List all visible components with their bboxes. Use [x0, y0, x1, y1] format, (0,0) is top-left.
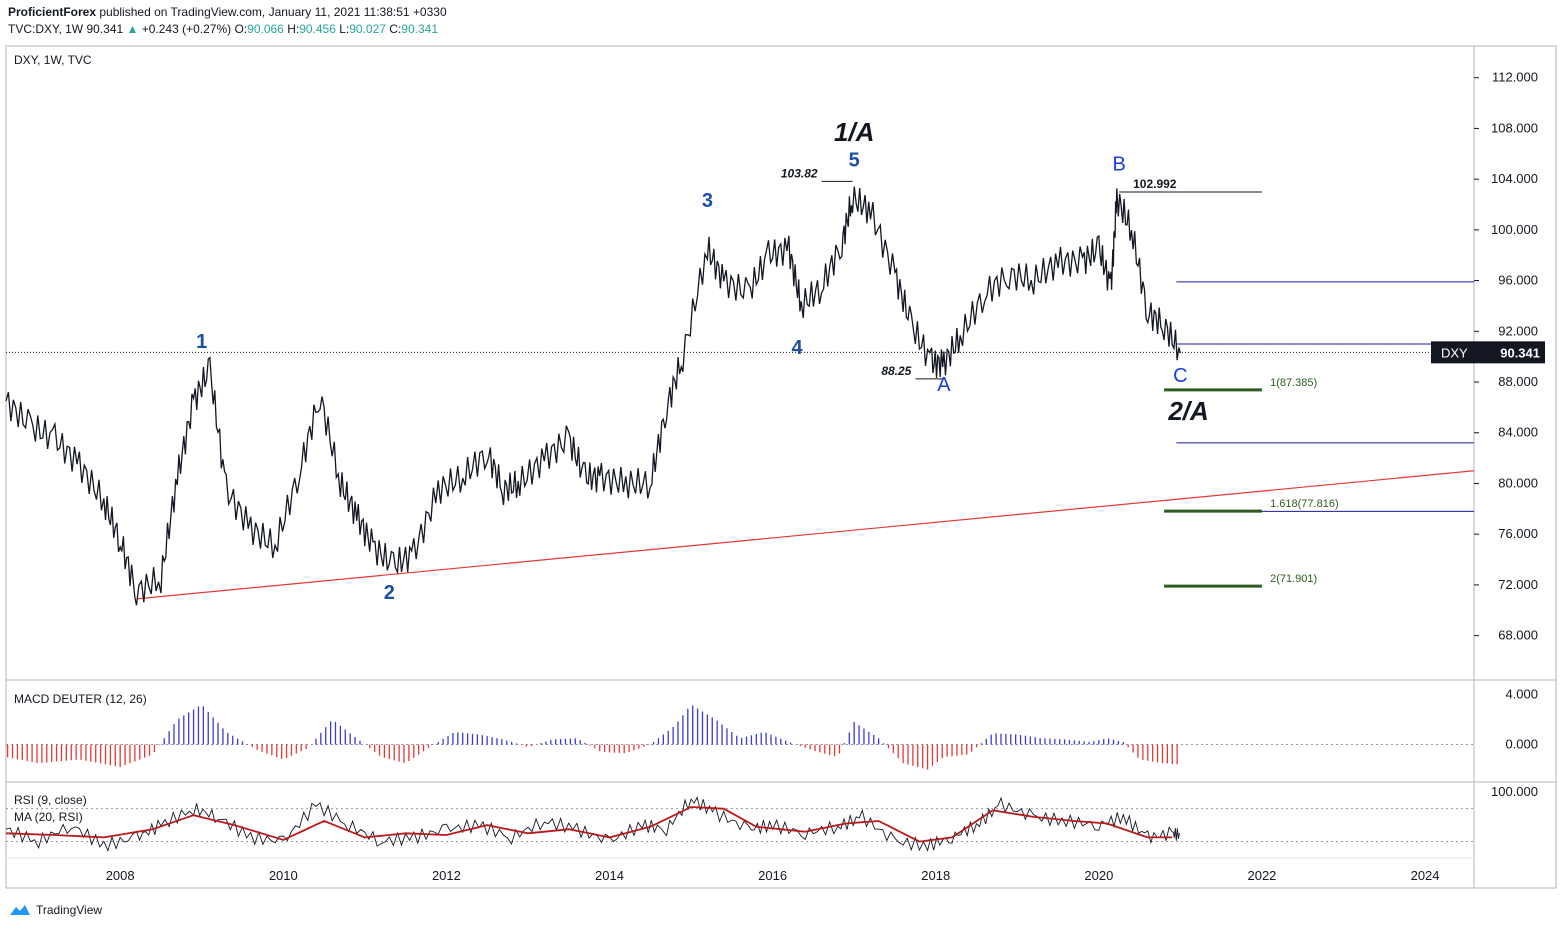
open-value: 90.066 — [247, 22, 284, 36]
x-tick-label: 2024 — [1411, 868, 1440, 883]
x-tick-label: 2022 — [1247, 868, 1276, 883]
symbol-prefix: TVC:DXY, 1W 90.341 — [8, 22, 127, 36]
rsi-tick-label: 100.000 — [1491, 784, 1538, 799]
price-series — [5, 186, 1182, 606]
y-tick-label: 96.000 — [1498, 273, 1538, 288]
y-tick-label: 68.000 — [1498, 628, 1538, 643]
x-tick-label: 2012 — [432, 868, 461, 883]
publish-info: ProficientForex published on TradingView… — [8, 5, 447, 19]
price-change: +0.243 (+0.27%) — [141, 22, 232, 36]
price-mark-label: 103.82 — [781, 166, 818, 180]
y-tick-label: 88.000 — [1498, 374, 1538, 389]
y-tick-label: 112.000 — [1492, 70, 1538, 85]
y-tick-label: 92.000 — [1498, 323, 1538, 338]
fib-level-label: 1.618(77.816) — [1270, 498, 1339, 510]
abc-label: C — [1173, 365, 1187, 387]
wave-label: 1 — [196, 331, 207, 353]
y-tick-label: 104.000 — [1491, 171, 1538, 186]
last-price-value: 90.341 — [1500, 345, 1540, 360]
degree-label: 2/A — [1167, 396, 1208, 426]
x-tick-label: 2020 — [1084, 868, 1113, 883]
wave-label: 3 — [702, 190, 713, 212]
fib-level-label: 1(87.385) — [1270, 377, 1317, 389]
o-label: O: — [231, 22, 248, 36]
publish-text: published on TradingView.com, January 11… — [96, 5, 447, 19]
y-tick-label: 108.000 — [1491, 120, 1538, 135]
last-price-badge — [1431, 341, 1545, 364]
h-label: H: — [283, 22, 300, 36]
abc-label: B — [1113, 153, 1126, 175]
wave-label: 5 — [849, 149, 860, 171]
abc-label: A — [937, 374, 951, 396]
rsi-series — [5, 796, 1180, 852]
fib-level-label: 2(71.901) — [1270, 573, 1317, 585]
y-tick-label: 76.000 — [1498, 526, 1538, 541]
price-mark-label: 102.992 — [1133, 177, 1177, 191]
publisher-name[interactable]: ProficientForex — [8, 5, 97, 19]
macd-pane-title: MACD DEUTER (12, 26) — [14, 692, 147, 706]
x-tick-label: 2008 — [106, 868, 135, 883]
last-price-symbol: DXY — [1441, 345, 1468, 360]
tradingview-footer[interactable]: TradingView — [8, 903, 102, 917]
tradingview-logo-icon — [10, 905, 30, 915]
degree-label: 1/A — [834, 117, 874, 147]
y-tick-label: 80.000 — [1498, 475, 1538, 490]
price-pane-title: DXY, 1W, TVC — [14, 53, 92, 67]
x-tick-label: 2018 — [921, 868, 950, 883]
rsi-pane-title: RSI (9, close) — [14, 793, 87, 807]
c-label: C: — [385, 22, 402, 36]
high-value: 90.456 — [299, 22, 336, 36]
trendline — [136, 470, 1475, 600]
x-tick-label: 2014 — [595, 868, 624, 883]
price-mark-label: 88.25 — [881, 364, 911, 378]
y-tick-label: 84.000 — [1498, 425, 1538, 440]
l-label: L: — [335, 22, 350, 36]
y-tick-label: 72.000 — [1498, 577, 1538, 592]
x-tick-label: 2010 — [269, 868, 298, 883]
brand-name: TradingView — [36, 903, 103, 917]
macd-tick-label: 4.000 — [1505, 687, 1538, 702]
low-value: 90.027 — [349, 22, 386, 36]
macd-tick-label: 0.000 — [1505, 737, 1538, 752]
close-value: 90.341 — [401, 22, 438, 36]
chart-frame — [5, 45, 1557, 889]
wave-label: 2 — [384, 582, 395, 604]
wave-label: 4 — [792, 337, 804, 359]
symbol-info: TVC:DXY, 1W 90.341 ▲ +0.243 (+0.27%) O:9… — [8, 22, 438, 36]
up-arrow-icon: ▲ — [126, 22, 139, 36]
rsi-ma-title: MA (20, RSI) — [14, 810, 83, 824]
y-tick-label: 100.000 — [1491, 222, 1538, 237]
x-tick-label: 2016 — [758, 868, 787, 883]
rsi-ma-series — [5, 806, 1173, 843]
